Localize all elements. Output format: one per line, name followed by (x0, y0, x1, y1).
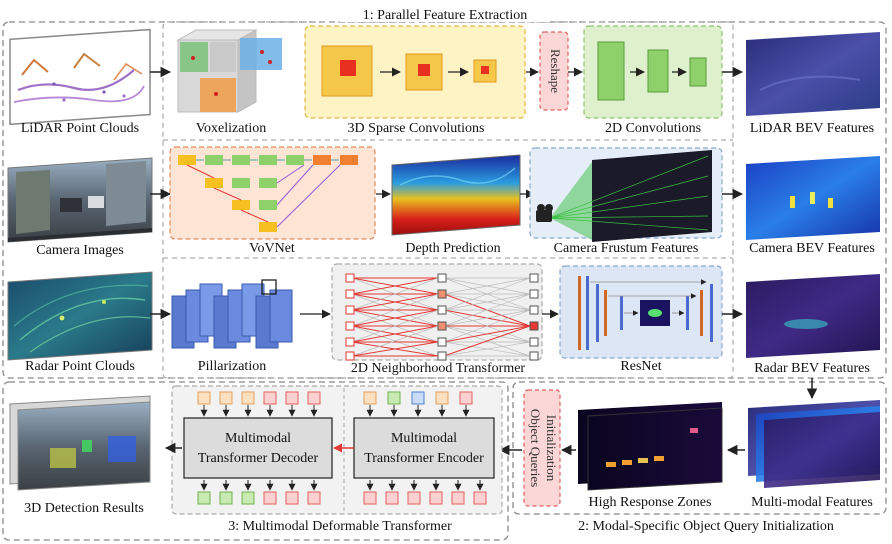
resnet-blocks (578, 276, 713, 350)
transformer-tokens (197, 391, 487, 505)
camera-bev-image (746, 156, 880, 240)
section-2-frame (512, 381, 887, 515)
radar-bev-label: Radar BEV Features (754, 361, 870, 376)
high-response-zones-stack (578, 402, 723, 491)
camera-bev-label: Camera BEV Features (749, 241, 875, 256)
neighborhood-label: 2D Neighborhood Transformer (351, 361, 526, 376)
lidar-input-label: LiDAR Point Clouds (21, 121, 139, 136)
conv2d-blocks (597, 41, 707, 101)
transformer-encoder-box (353, 417, 495, 479)
section-3-title: 3: Multimodal Deformable Transformer (228, 519, 452, 534)
depth-prediction-image (391, 154, 521, 236)
neighborhood-network (345, 273, 539, 361)
section-1-title: 1: Parallel Feature Extraction (363, 8, 527, 23)
vovnet-panel (169, 146, 376, 240)
reshape-label: Reshape (548, 49, 563, 93)
radar-input-label: Radar Point Clouds (25, 359, 135, 374)
detection-results-image (9, 395, 151, 491)
multimodal-features-stack (748, 400, 880, 488)
section-2-title: 2: Modal-Specific Object Query Initializ… (578, 519, 834, 534)
object-query-init-line1: Object Queries (528, 409, 543, 487)
radar-point-cloud-image (7, 271, 153, 361)
frustum-visual (536, 150, 712, 242)
section-3-frame (2, 381, 509, 541)
pillarization-label: Pillarization (198, 359, 266, 374)
camera-image (7, 157, 153, 243)
multimodal-features-label: Multi-modal Features (751, 495, 873, 510)
decoder-line1: Multimodal (225, 431, 291, 446)
resnet-label: ResNet (620, 359, 661, 374)
decoder-line2: Transformer Decoder (198, 451, 319, 466)
object-query-init-line2: Initialization (544, 415, 559, 482)
pillarization-blocks (171, 279, 293, 349)
sparse-conv-label: 3D Sparse Convolutions (348, 121, 485, 136)
lidar-bev-image (746, 32, 880, 116)
high-response-label: High Response Zones (589, 495, 712, 510)
camera-input-label: Camera Images (36, 243, 123, 258)
voxelization-cube (176, 29, 282, 113)
radar-bev-image (746, 274, 880, 358)
transformer-decoder-box (183, 417, 333, 479)
vovnet-label: VoVNet (249, 241, 295, 256)
sparse-conv-cubes (321, 45, 497, 97)
conv2d-label: 2D Convolutions (605, 121, 701, 136)
frustum-label: Camera Frustum Features (554, 241, 699, 256)
encoder-line2: Transformer Encoder (364, 451, 484, 466)
encoder-line1: Multimodal (391, 431, 457, 446)
lidar-point-cloud-image (9, 28, 151, 126)
vovnet-graph (178, 155, 358, 232)
depth-label: Depth Prediction (405, 241, 500, 256)
object-query-init-box (523, 389, 561, 507)
detection-label: 3D Detection Results (24, 501, 144, 516)
lidar-bev-label: LiDAR BEV Features (750, 121, 874, 136)
voxelization-label: Voxelization (196, 121, 267, 136)
reshape-box (539, 31, 569, 111)
